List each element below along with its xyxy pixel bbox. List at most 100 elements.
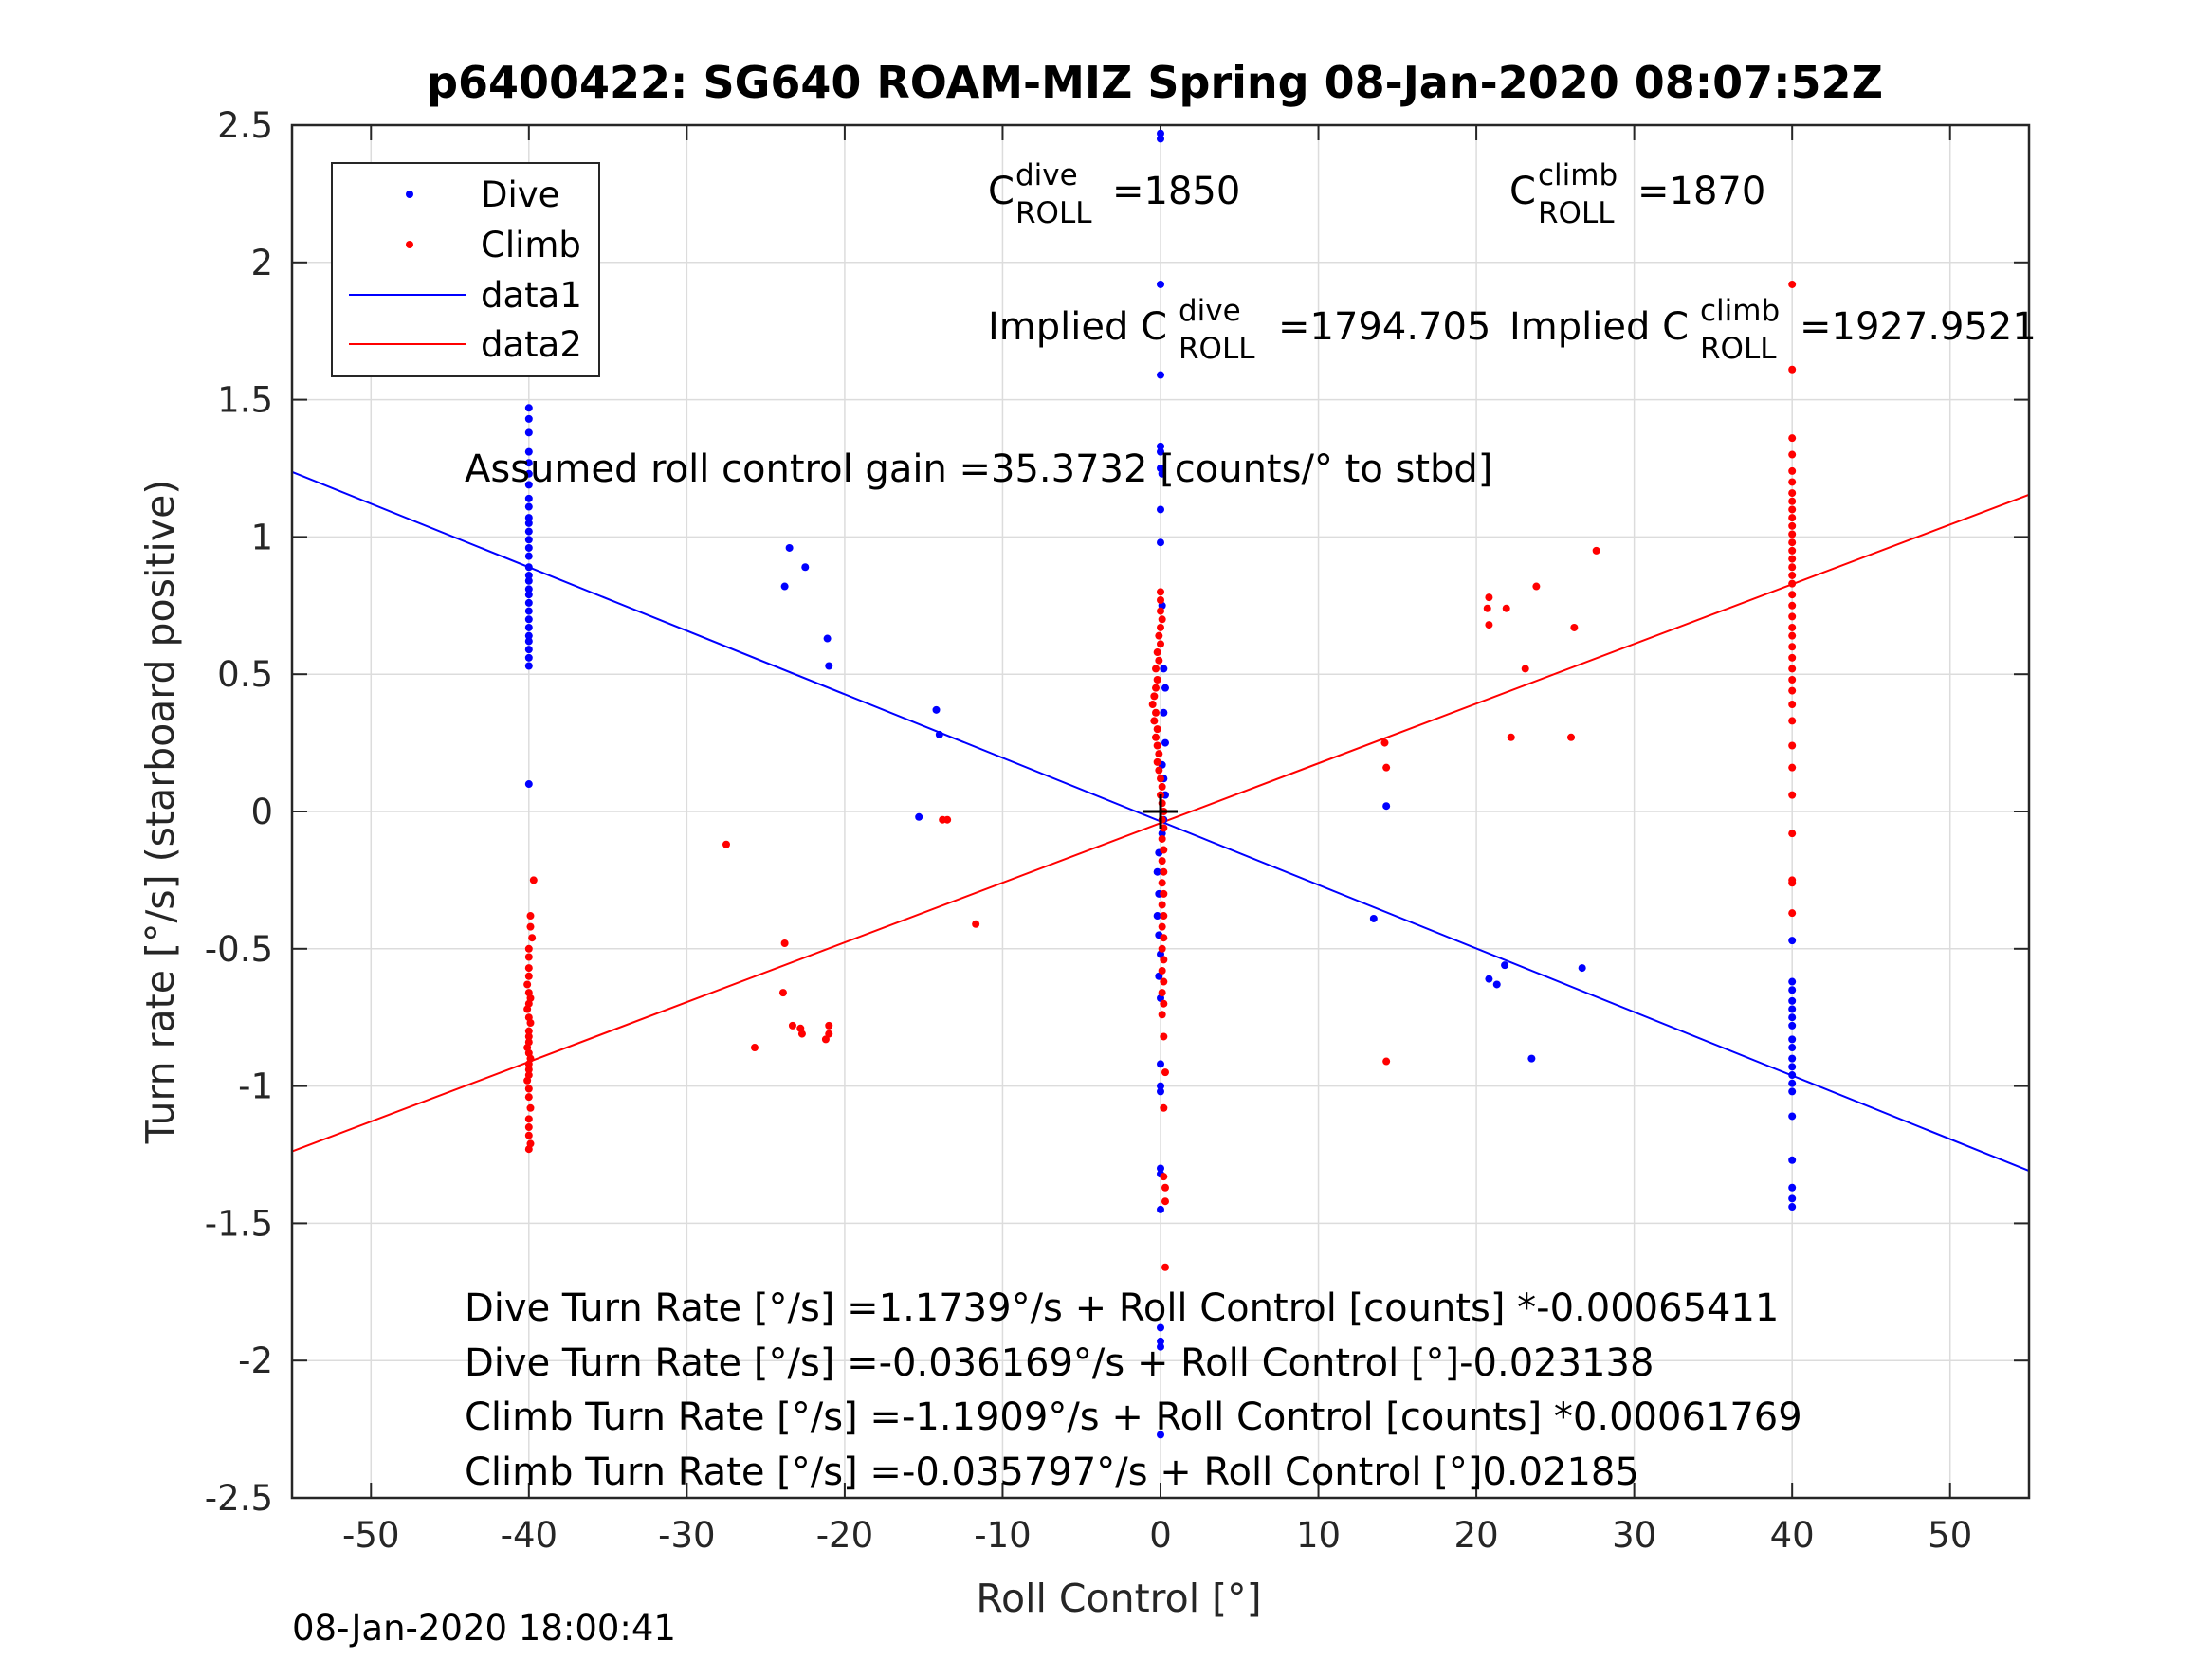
x-tick-label: -20 xyxy=(816,1515,873,1556)
dive-point xyxy=(524,576,533,585)
climb-point xyxy=(1160,889,1168,898)
climb-point xyxy=(1160,956,1168,964)
dive-point xyxy=(780,582,789,591)
climb-point xyxy=(1157,775,1164,783)
y-tick-label: 0.5 xyxy=(217,654,273,695)
climb-point xyxy=(526,1018,535,1027)
climb-point xyxy=(1161,1263,1169,1271)
axes-box xyxy=(290,123,2031,1500)
climb-point xyxy=(1788,521,1797,530)
climb-point xyxy=(972,920,980,928)
dive-point xyxy=(1788,1203,1797,1212)
climb-point xyxy=(1788,497,1797,505)
dive-point xyxy=(1157,1205,1164,1213)
climb-point xyxy=(1507,733,1515,741)
legend-data1-label: data1 xyxy=(481,275,582,316)
climb-point xyxy=(1788,763,1797,772)
climb-point xyxy=(1157,623,1164,631)
climb-point xyxy=(1788,591,1797,599)
climb-point xyxy=(1483,604,1491,612)
c-dive-sup: dive xyxy=(1015,158,1078,192)
dive-point xyxy=(1155,972,1163,980)
climb-point xyxy=(1502,604,1510,612)
y-tick-label: 1 xyxy=(250,517,273,557)
climb-point xyxy=(1382,1057,1391,1066)
dive-point xyxy=(1788,1063,1797,1071)
climb-point xyxy=(1150,692,1159,701)
c-climb-base: C xyxy=(1509,170,1536,213)
dive-point xyxy=(1492,980,1501,989)
climb-point xyxy=(1788,530,1797,538)
dive-point xyxy=(1158,469,1166,478)
climb-point xyxy=(523,1076,532,1085)
climb-point xyxy=(1160,846,1168,854)
climb-point xyxy=(524,1093,533,1102)
implied-dive-prefix: Implied C xyxy=(988,305,1167,349)
dive-point xyxy=(524,563,533,572)
c-climb-sub: ROLL xyxy=(1538,196,1615,230)
climb-point xyxy=(1788,563,1797,572)
x-tick-label: 40 xyxy=(1770,1515,1815,1556)
annotation-implied-dive: Implied C dive ROLL =1794.705 xyxy=(988,294,1490,366)
climb-point xyxy=(797,1030,806,1038)
x-axis-label: Roll Control [°] xyxy=(976,1576,1261,1621)
dive-point xyxy=(1160,708,1168,717)
climb-point xyxy=(1158,879,1166,887)
dive-point xyxy=(1382,802,1391,811)
climb-point xyxy=(526,922,535,931)
dive-point xyxy=(524,780,533,789)
climb-point xyxy=(524,1145,533,1154)
climb-point xyxy=(1158,782,1166,791)
climb-point xyxy=(1153,648,1161,657)
climb-point xyxy=(1157,588,1164,596)
dive-point xyxy=(524,459,533,467)
climb-point xyxy=(1788,579,1797,588)
dive-point xyxy=(1157,442,1164,450)
dive-point xyxy=(1788,937,1797,945)
climb-point xyxy=(1152,708,1161,717)
dive-point xyxy=(1157,135,1164,143)
legend-data2-label: data2 xyxy=(481,324,582,365)
climb-point xyxy=(1148,701,1157,709)
climb-point xyxy=(524,944,533,953)
climb-point xyxy=(1161,1197,1169,1206)
climb-point xyxy=(1158,989,1166,997)
x-tick-label: 20 xyxy=(1454,1515,1499,1556)
climb-point xyxy=(1152,733,1161,741)
fit-line-2: Dive Turn Rate [°/s] =-0.036169°/s + Rol… xyxy=(465,1341,1654,1385)
dive-point xyxy=(1161,684,1169,692)
dive-point xyxy=(524,637,533,646)
dive-point xyxy=(1788,1035,1797,1044)
dive-point xyxy=(935,730,943,738)
x-tick-label: -40 xyxy=(501,1515,558,1556)
climb-point xyxy=(1788,653,1797,662)
y-tick-label: 2 xyxy=(250,243,273,283)
dive-point xyxy=(1788,1156,1797,1164)
climb-point xyxy=(1788,830,1797,838)
climb-point xyxy=(1160,912,1168,921)
dive-point xyxy=(1501,961,1509,970)
x-tick-label: 10 xyxy=(1296,1515,1341,1556)
x-tick-label: -30 xyxy=(658,1515,715,1556)
climb-point xyxy=(1158,944,1166,953)
dive-point xyxy=(1160,665,1168,673)
dive-point xyxy=(1157,371,1164,379)
dive-point xyxy=(524,514,533,522)
dive-point xyxy=(1788,977,1797,986)
y-axis-label: Turn rate [°/s] (starboard positive) xyxy=(137,480,183,1145)
dive-point xyxy=(1157,1323,1164,1332)
dive-point xyxy=(524,414,533,423)
climb-point xyxy=(1788,514,1797,522)
dive-point xyxy=(1527,1054,1536,1063)
climb-point xyxy=(524,1032,533,1041)
dive-point xyxy=(1788,1194,1797,1203)
annotation-c-climb: C climb ROLL =1870 xyxy=(1509,158,1765,230)
climb-point xyxy=(1788,365,1797,374)
climb-point xyxy=(1153,725,1161,734)
chart-title: p6400422: SG640 ROAM-MIZ Spring 08-Jan-2… xyxy=(427,57,1883,108)
climb-point xyxy=(526,1103,535,1112)
dive-point xyxy=(1485,975,1493,983)
climb-point xyxy=(1788,665,1797,673)
dive-point xyxy=(524,623,533,631)
dive-point xyxy=(1788,996,1797,1005)
